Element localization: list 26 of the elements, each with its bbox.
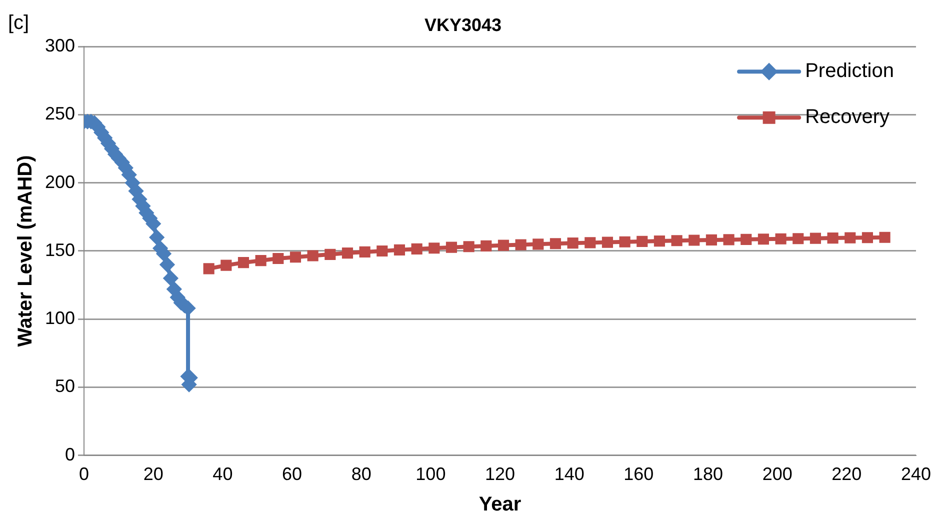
x-tick-label: 80 [351,464,372,484]
y-axis-title: Water Level (mAHD) [14,155,37,347]
x-tick-label: 140 [554,464,584,484]
y-tick-label: 300 [44,36,76,56]
y-tick-label: 250 [44,104,76,124]
x-tick-label: 60 [282,464,302,484]
text: [c] [8,12,30,35]
y-tick-label: 0 [65,444,76,464]
y-tick-label: 150 [44,240,76,260]
chart-title: VKY3043 [424,14,502,35]
x-tick-label: 160 [624,464,654,484]
x-tick-label: 20 [143,464,164,484]
x-tick-label: 40 [212,464,233,484]
x-tick-label: 180 [692,464,724,484]
legend-label: Recovery [805,106,890,128]
legend-label: Prediction [805,60,894,82]
x-tick-label: 100 [416,464,446,484]
x-tick-label: 240 [900,464,932,484]
x-tick-label: 220 [832,464,862,484]
x-axis-title: Year [478,494,522,516]
x-tick-label: 120 [484,464,516,484]
x-tick-label: 200 [762,464,792,484]
y-tick-label: 200 [44,172,76,192]
x-tick-label: 0 [79,464,90,484]
y-tick-label: 50 [55,376,76,396]
y-tick-label: 100 [44,308,76,328]
